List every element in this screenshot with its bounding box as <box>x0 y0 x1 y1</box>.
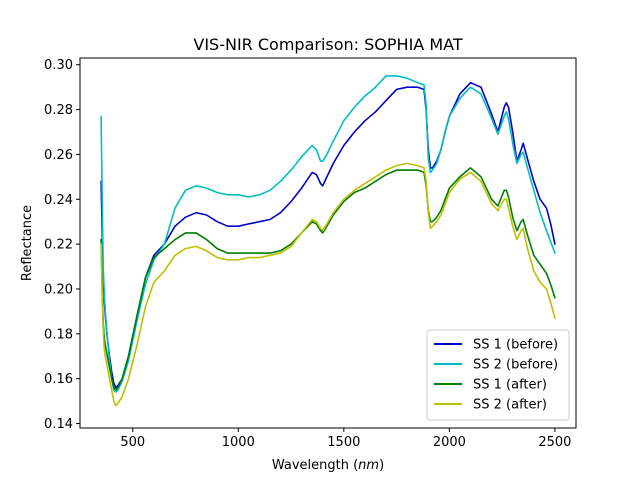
x-axis: 500 1000 1500 2000 2500 <box>120 428 571 450</box>
series-line-3 <box>100 167 556 391</box>
y-tick-label: 0.28 <box>44 103 73 118</box>
series-line-2 <box>100 75 556 393</box>
x-axis-title: Wavelength (nm) <box>272 458 384 473</box>
chart-title: VIS-NIR Comparison: SOPHIA MAT <box>193 35 462 54</box>
y-tick-label: 0.24 <box>44 193 73 208</box>
series-layer <box>100 75 556 407</box>
plot-frame <box>79 57 577 429</box>
legend-label-2: SS 2 (before) <box>473 358 558 373</box>
y-tick-label: 0.14 <box>44 417 73 432</box>
legend-box <box>426 329 570 421</box>
y-tick-label: 0.20 <box>44 282 73 297</box>
y-tick-label: 0.26 <box>44 148 73 163</box>
legend-label-4: SS 2 (after) <box>473 398 547 413</box>
legend-label-1: SS 1 (before) <box>473 338 558 353</box>
y-axis-title: Reflectance <box>20 205 35 281</box>
y-tick-label: 0.30 <box>44 58 73 73</box>
y-tick-label: 0.22 <box>44 238 73 253</box>
legend-entries: SS 1 (before) SS 2 (before) SS 1 (after) SS… <box>434 338 558 413</box>
x-tick-label: 1500 <box>327 435 360 450</box>
x-tick-label: 2000 <box>433 435 466 450</box>
x-tick-label: 500 <box>120 435 145 450</box>
x-tick-label: 1000 <box>222 435 255 450</box>
legend-label-3: SS 1 (after) <box>473 378 547 393</box>
series-line-4 <box>100 162 556 407</box>
y-tick-label: 0.18 <box>44 327 73 342</box>
x-tick-label: 2500 <box>538 435 571 450</box>
y-tick-label: 0.16 <box>44 372 73 387</box>
x-axis-unit: nm <box>358 458 379 473</box>
x-axis-title-text: Wavelength <box>272 458 349 473</box>
plot-area <box>79 57 577 429</box>
y-axis: 0.14 0.16 0.18 0.20 0.22 0.24 0.26 0.28 0.30 <box>44 58 80 432</box>
legend: SS 1 (before) SS 2 (before) SS 1 (after) SS… <box>426 329 570 421</box>
